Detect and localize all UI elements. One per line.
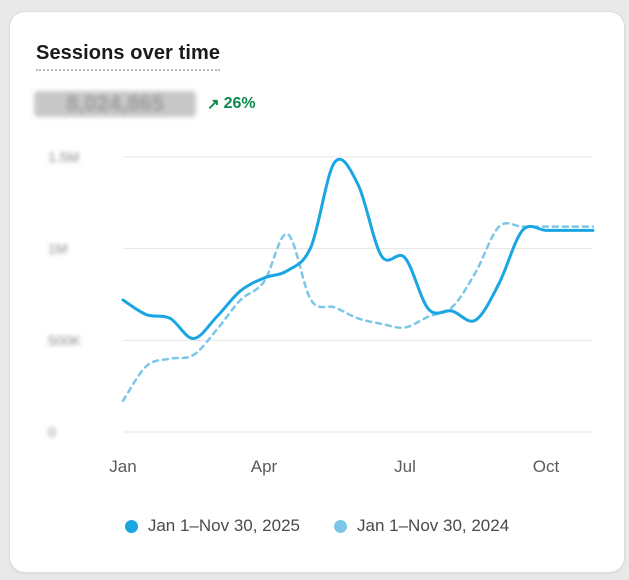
legend-label-current: Jan 1–Nov 30, 2025 [147, 516, 300, 535]
legend-item-previous[interactable]: Jan 1–Nov 30, 2024 [334, 516, 509, 536]
series-line-2024[interactable] [121, 222, 595, 403]
chart-legend: Jan 1–Nov 30, 2025 Jan 1–Nov 30, 2024 [10, 516, 624, 536]
x-tick-label: Jul [394, 457, 416, 476]
legend-label-previous: Jan 1–Nov 30, 2024 [357, 516, 510, 535]
series-line-2025[interactable] [121, 157, 595, 340]
metric-value: 8,024,865 [34, 91, 196, 117]
change-value: 26% [223, 95, 256, 112]
legend-dot-current [124, 519, 138, 533]
y-tick-label: 1M [48, 241, 67, 257]
legend-item-current[interactable]: Jan 1–Nov 30, 2025 [124, 516, 300, 536]
legend-dot-previous [334, 519, 347, 533]
change-badge: ↗ 26% [207, 95, 256, 113]
x-tick-label: Jan [109, 457, 136, 476]
card-title[interactable]: Sessions over time [36, 42, 221, 71]
sessions-line-chart: 0 500K 1M 1.5M Jan Apr Jul Oct [48, 149, 595, 476]
arrow-up-right-icon: ↗ [207, 96, 220, 113]
y-tick-label: 0 [48, 424, 56, 440]
y-tick-label: 1.5M [48, 149, 79, 165]
x-tick-label: Oct [533, 457, 560, 476]
x-tick-label: Apr [251, 457, 278, 476]
sessions-card: Sessions over time 8,024,865 ↗ 26% 0 500K… [9, 11, 625, 573]
y-tick-label: 500K [48, 332, 81, 348]
